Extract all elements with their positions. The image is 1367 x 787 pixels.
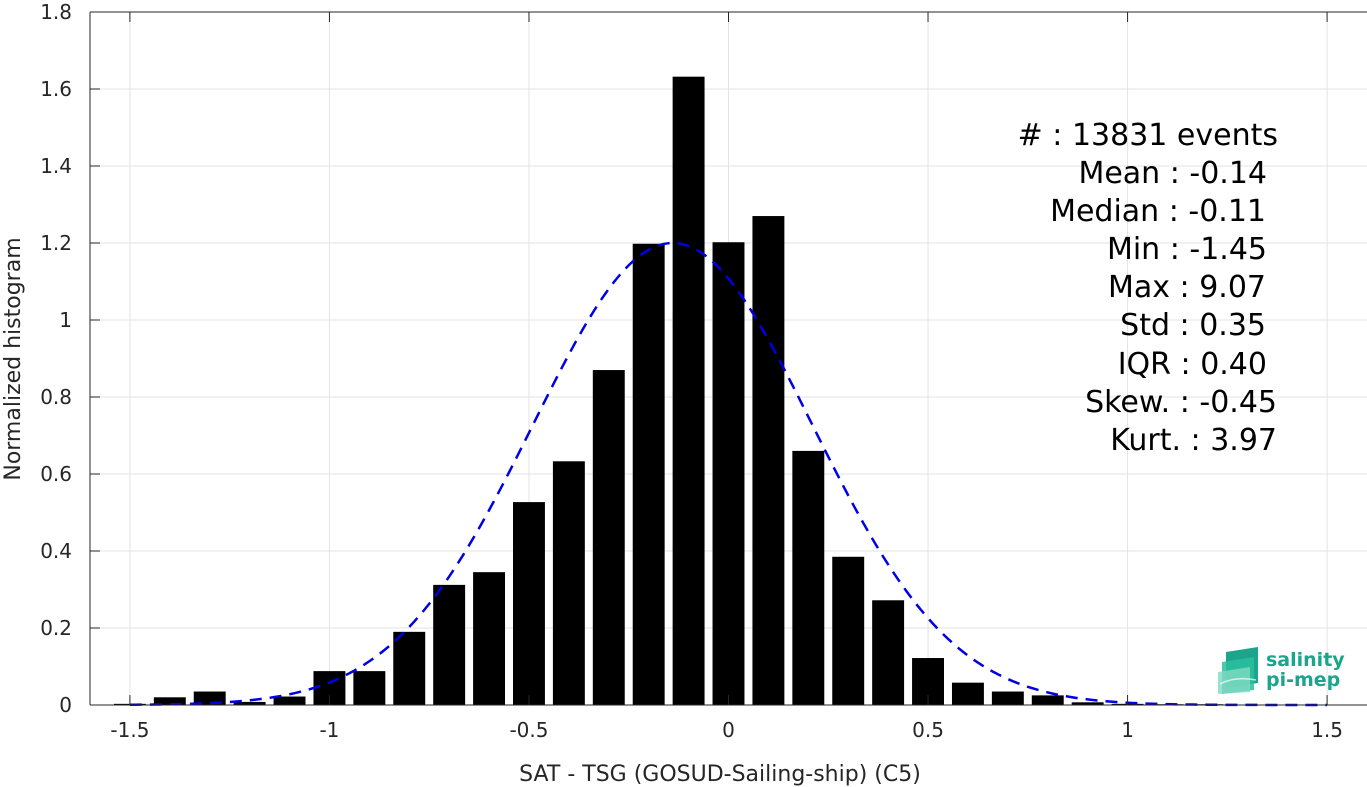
y-tick-label: 1 bbox=[59, 308, 72, 332]
salinity-pimep-logo: salinity pi-mep bbox=[1218, 647, 1345, 694]
x-tick-label: 1 bbox=[1121, 718, 1134, 742]
x-tick-label: 0.5 bbox=[912, 718, 944, 742]
stat-std: Std : 0.35 bbox=[1120, 308, 1266, 343]
histogram-bar bbox=[1031, 695, 1064, 705]
histogram-bar bbox=[273, 696, 306, 705]
histogram-bar bbox=[1071, 702, 1104, 705]
histogram-bar bbox=[872, 600, 905, 705]
histogram-bar bbox=[513, 502, 545, 705]
histogram-bar bbox=[233, 701, 266, 705]
y-tick-label: 0.6 bbox=[40, 462, 72, 486]
x-tick-label: -1 bbox=[319, 718, 339, 742]
stat-iqr: IQR : 0.40 bbox=[1118, 347, 1267, 382]
histogram-bar bbox=[672, 76, 705, 706]
y-axis-label: Normalized histogram bbox=[1, 237, 26, 480]
y-tick-label: 0.2 bbox=[40, 616, 72, 640]
histogram-bar bbox=[153, 697, 186, 705]
tick-labels: -1.5 -1 -0.5 0 0.5 1 1.5 0 0.2 0.4 0.6 0.8 1 1.2 1.4 1.… bbox=[40, 0, 1343, 742]
y-tick-label: 1.6 bbox=[40, 77, 72, 101]
logo-text-pimep: pi-mep bbox=[1266, 669, 1340, 691]
stat-mean: Mean : -0.14 bbox=[1078, 156, 1267, 191]
histogram-bar bbox=[991, 691, 1024, 705]
histogram-bar bbox=[752, 216, 785, 706]
x-tick-label: 0 bbox=[722, 718, 735, 742]
y-tick-label: 1.8 bbox=[40, 0, 72, 24]
histogram-bars bbox=[113, 76, 1344, 706]
y-tick-label: 0.4 bbox=[40, 539, 72, 563]
x-tick-label: -1.5 bbox=[110, 718, 149, 742]
y-tick-label: 0.8 bbox=[40, 385, 72, 409]
histogram-bar bbox=[632, 243, 665, 705]
stat-skew: Skew. : -0.45 bbox=[1085, 385, 1277, 420]
histogram-bar bbox=[433, 584, 466, 705]
logo-text-salinity: salinity bbox=[1266, 649, 1345, 671]
stats-box: # : 13831 events Mean : -0.14 Median : -… bbox=[1018, 118, 1278, 458]
x-axis-label: SAT - TSG (GOSUD-Sailing-ship) (C5) bbox=[519, 762, 921, 787]
axes bbox=[89, 11, 1367, 706]
x-tick-label: 1.5 bbox=[1311, 718, 1343, 742]
stat-max: Max : 9.07 bbox=[1108, 270, 1266, 305]
histogram-bar bbox=[712, 242, 745, 706]
y-tick-label: 0 bbox=[59, 693, 72, 717]
x-tick-label: -0.5 bbox=[509, 718, 548, 742]
histogram-bar bbox=[393, 631, 426, 705]
histogram-bar bbox=[832, 556, 865, 705]
histogram-bar bbox=[951, 682, 984, 705]
wave-logo-icon bbox=[1218, 647, 1258, 694]
histogram-bar bbox=[473, 572, 506, 705]
histogram-bar bbox=[353, 671, 386, 705]
y-tick-label: 1.2 bbox=[40, 231, 72, 255]
y-tick-label: 1.4 bbox=[40, 154, 72, 178]
histogram-bar bbox=[592, 370, 625, 705]
stat-kurt: Kurt. : 3.97 bbox=[1110, 423, 1277, 458]
stat-median: Median : -0.11 bbox=[1050, 194, 1266, 229]
histogram-bar bbox=[552, 461, 585, 705]
stat-events: # : 13831 events bbox=[1018, 118, 1278, 153]
stat-min: Min : -1.45 bbox=[1107, 232, 1267, 267]
histogram-bar bbox=[792, 450, 825, 705]
